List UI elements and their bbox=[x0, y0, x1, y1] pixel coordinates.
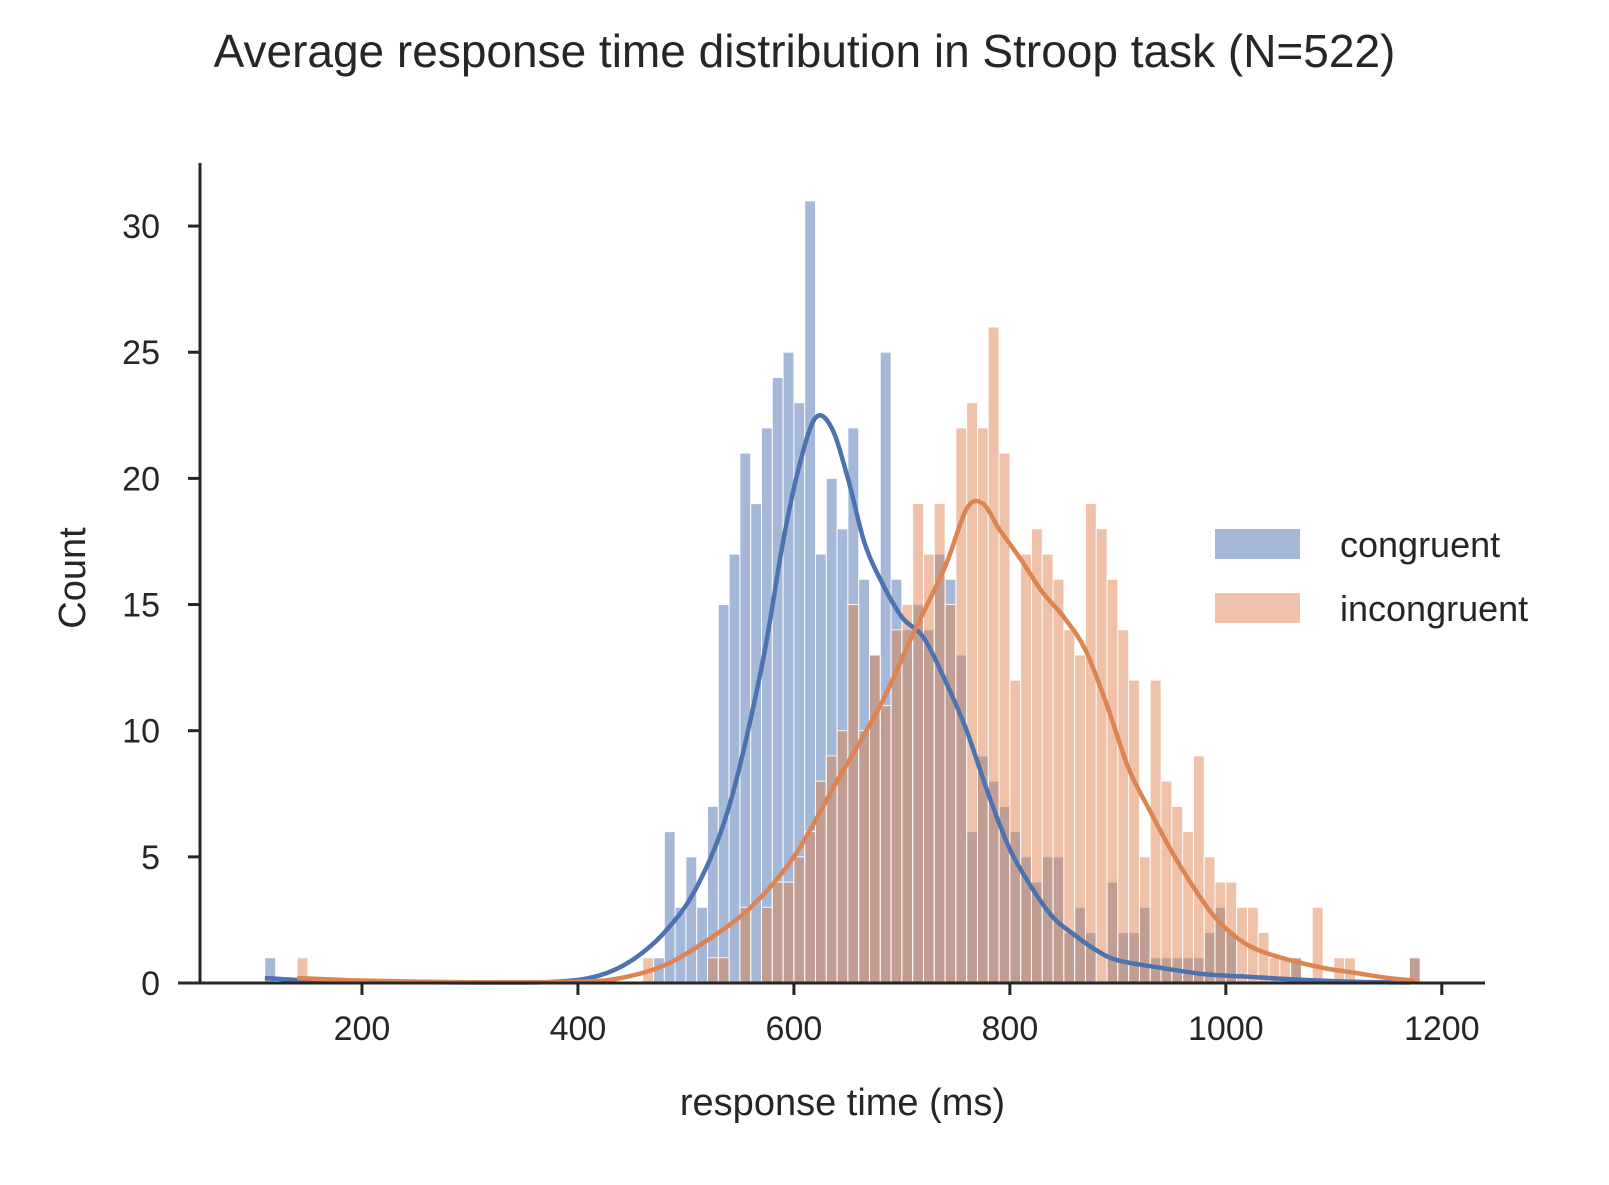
bar-congruent bbox=[750, 503, 763, 984]
bar-incongruent bbox=[879, 704, 892, 984]
bar-incongruent bbox=[761, 906, 773, 984]
x-tick-label: 1200 bbox=[1404, 1010, 1480, 1048]
bar-incongruent bbox=[1214, 881, 1227, 984]
bar-incongruent bbox=[1084, 503, 1097, 984]
bar-incongruent bbox=[1117, 629, 1130, 984]
bar-incongruent bbox=[782, 881, 795, 984]
x-tick-label: 600 bbox=[766, 1010, 823, 1048]
bar-incongruent bbox=[944, 604, 957, 984]
bar-incongruent bbox=[1160, 780, 1173, 984]
bar-incongruent bbox=[1182, 831, 1194, 984]
y-tick-label: 10 bbox=[122, 713, 160, 751]
bar-incongruent bbox=[793, 856, 806, 984]
legend-label-incongruent: incongruent bbox=[1340, 588, 1528, 629]
y-tick-label: 25 bbox=[122, 334, 160, 372]
kde-line-congruent bbox=[264, 413, 1410, 985]
legend-label-congruent: congruent bbox=[1340, 524, 1500, 565]
legend-swatch-incongruent bbox=[1215, 593, 1300, 623]
y-tick-label: 15 bbox=[122, 587, 160, 625]
bar-incongruent bbox=[1020, 553, 1032, 984]
bar-incongruent bbox=[1009, 679, 1022, 984]
bar-incongruent bbox=[1128, 679, 1140, 984]
bar-incongruent bbox=[847, 604, 860, 984]
bar-incongruent bbox=[1192, 755, 1205, 984]
chart-title: Average response time distribution in St… bbox=[213, 25, 1396, 77]
x-tick-label: 1000 bbox=[1188, 1010, 1264, 1048]
kde-lines bbox=[264, 413, 1416, 985]
bar-incongruent bbox=[1311, 906, 1324, 984]
bar-incongruent bbox=[1106, 578, 1119, 984]
bar-incongruent bbox=[717, 957, 730, 984]
bar-incongruent bbox=[1171, 805, 1184, 984]
bars-incongruent bbox=[296, 326, 1421, 984]
bar-incongruent bbox=[1030, 528, 1043, 984]
bar-congruent bbox=[707, 805, 719, 984]
bar-incongruent bbox=[987, 326, 1000, 984]
y-axis-label: Count bbox=[52, 527, 94, 629]
axes: 200 400 600 800 1000 1200 0 5 10 15 20 25 30 bbox=[122, 163, 1485, 1048]
bar-incongruent bbox=[771, 881, 784, 984]
x-tick-label: 200 bbox=[334, 1010, 391, 1048]
bar-incongruent bbox=[901, 604, 914, 984]
bar-incongruent bbox=[707, 957, 719, 984]
y-tick-label: 30 bbox=[122, 208, 160, 246]
bar-incongruent bbox=[804, 831, 817, 984]
kde-line-incongruent bbox=[297, 498, 1416, 985]
y-tick-label: 20 bbox=[122, 460, 160, 498]
legend: congruent incongruent bbox=[1215, 524, 1528, 629]
legend-swatch-congruent bbox=[1215, 529, 1300, 559]
y-tick-label: 0 bbox=[141, 965, 160, 1003]
y-tick-label: 5 bbox=[141, 839, 160, 877]
bar-incongruent bbox=[966, 402, 978, 984]
bar-incongruent bbox=[858, 730, 871, 984]
x-tick-label: 400 bbox=[550, 1010, 607, 1048]
bar-incongruent bbox=[739, 906, 752, 984]
bar-incongruent bbox=[912, 503, 924, 984]
bar-incongruent bbox=[1095, 528, 1108, 984]
bar-congruent bbox=[761, 427, 773, 984]
bar-incongruent bbox=[922, 553, 935, 984]
bar-incongruent bbox=[1203, 856, 1216, 984]
x-tick-label: 800 bbox=[982, 1010, 1039, 1048]
x-axis-label: response time (ms) bbox=[680, 1082, 1005, 1124]
bar-congruent bbox=[685, 856, 698, 984]
